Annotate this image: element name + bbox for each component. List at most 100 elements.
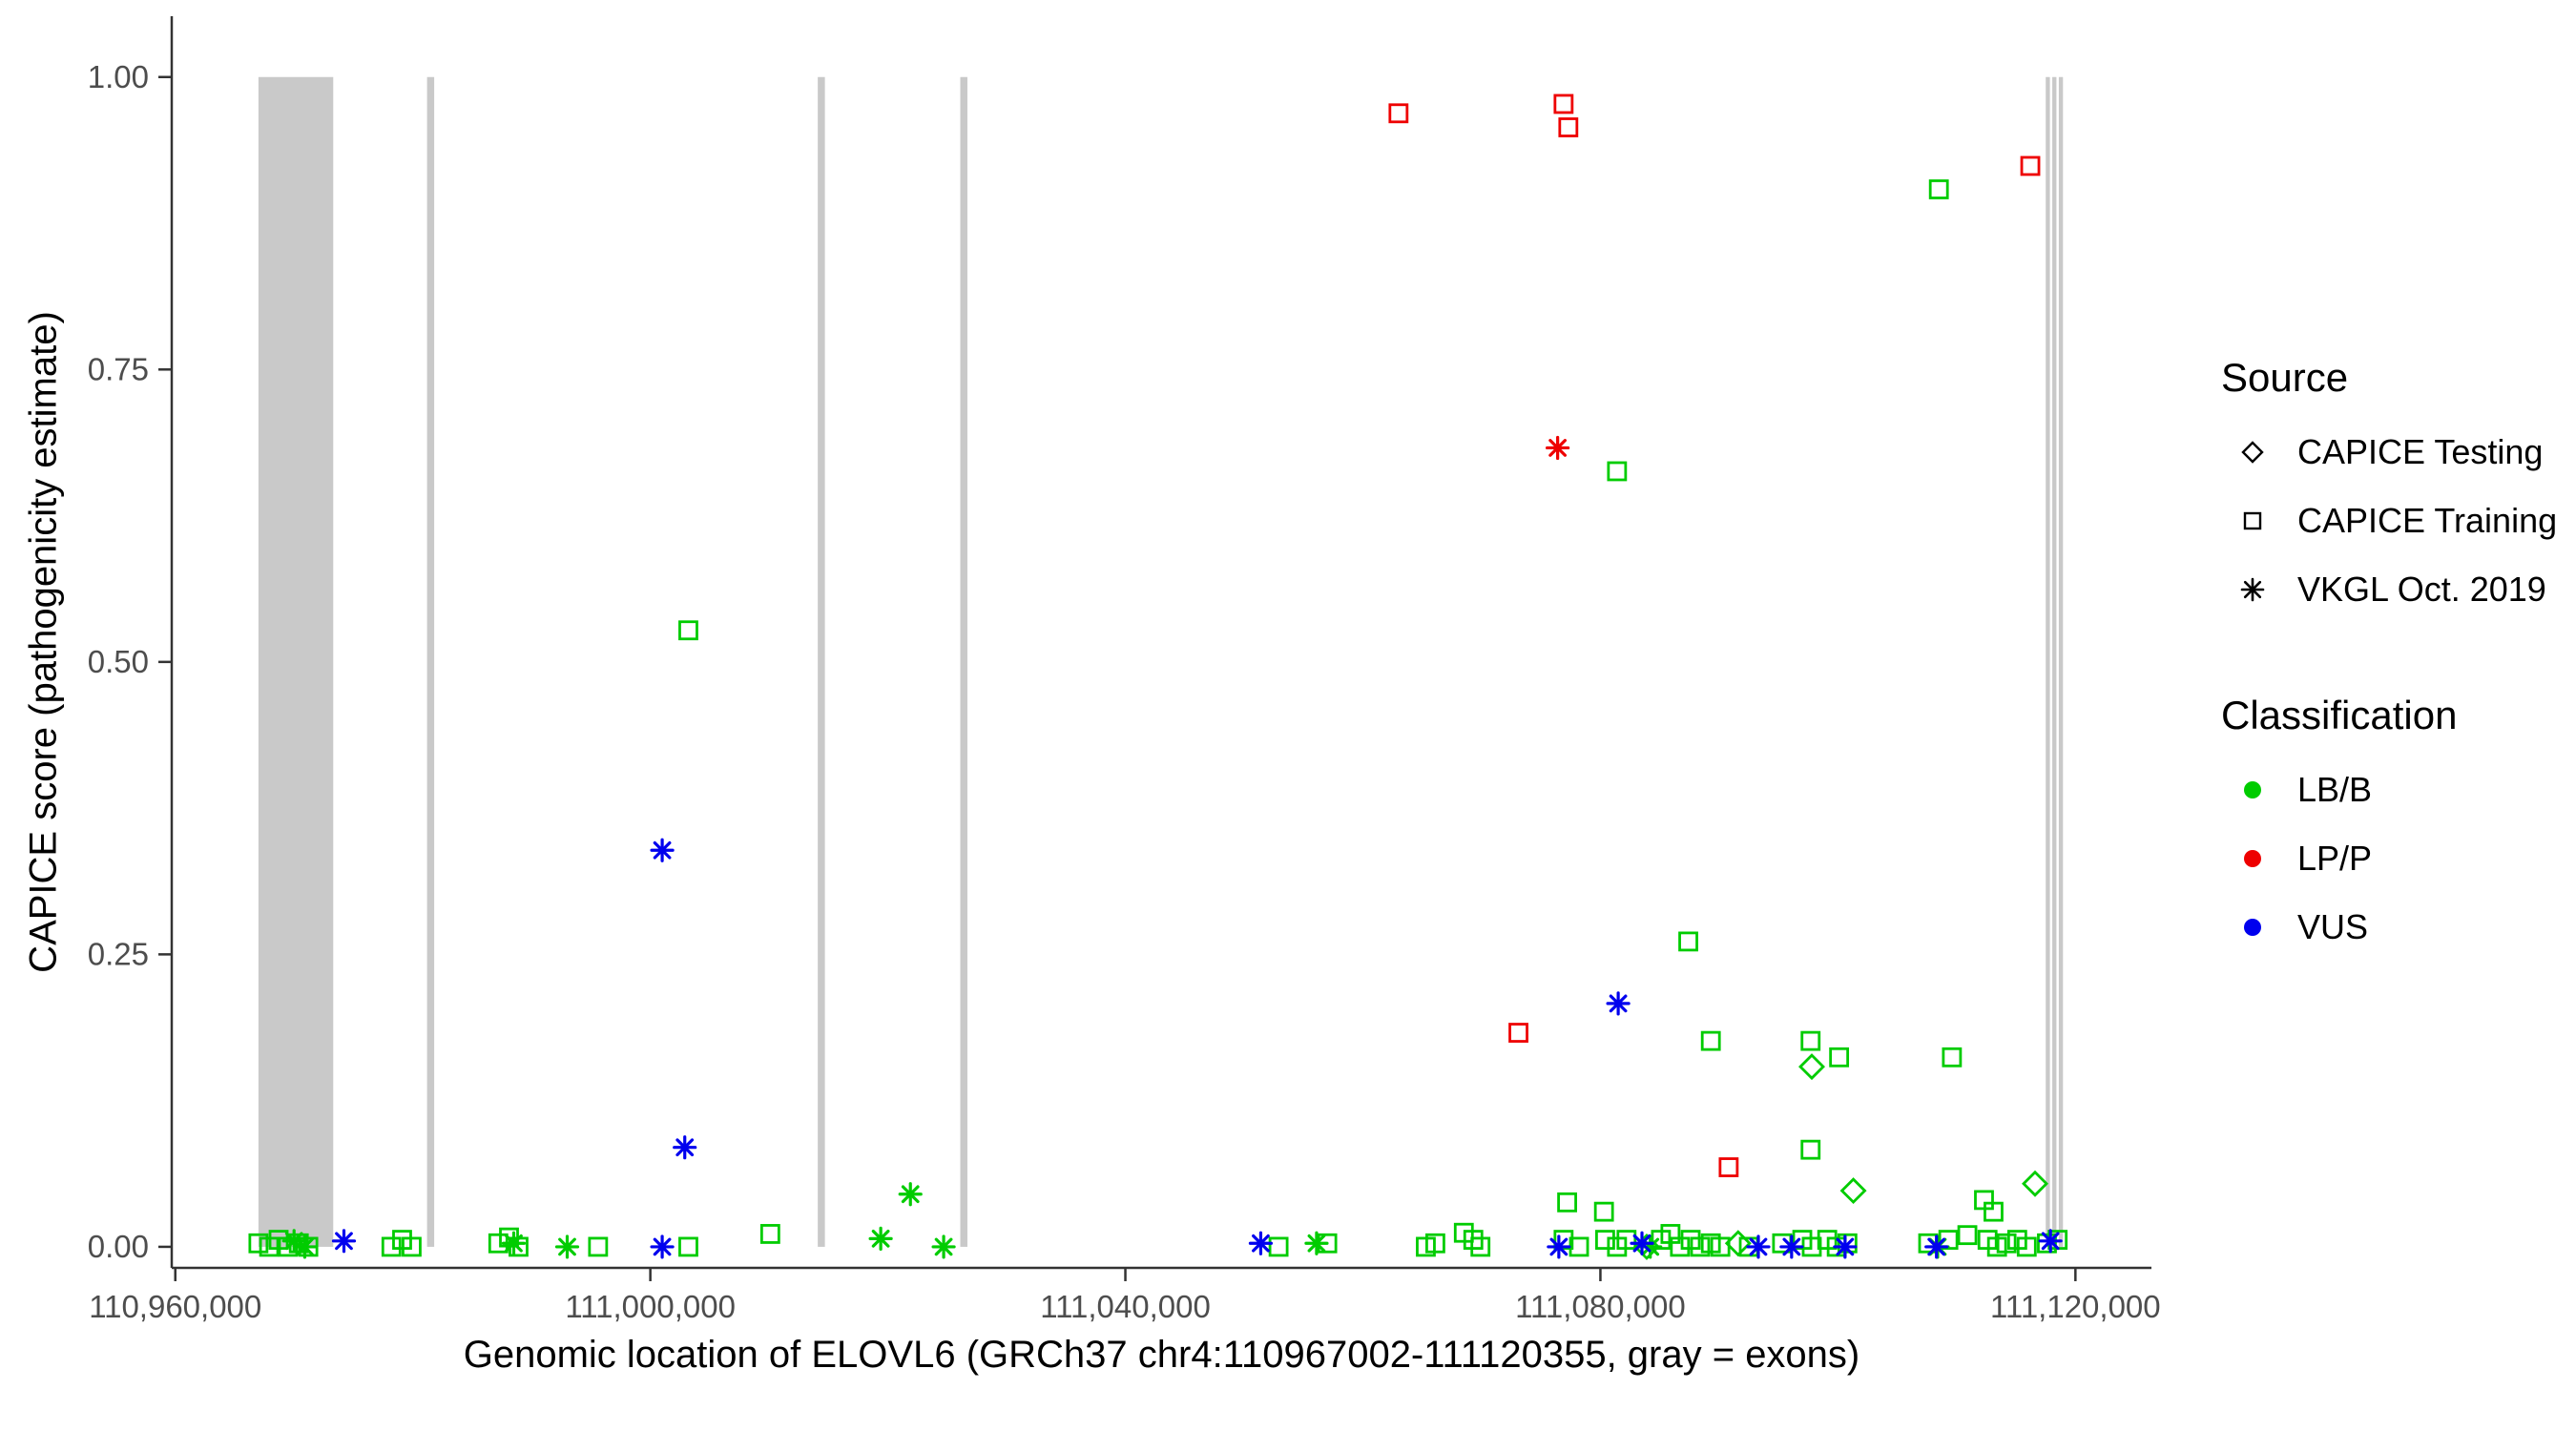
green-dot-icon [2233, 781, 2273, 798]
data-point [1553, 93, 1574, 114]
data-point [1549, 1237, 1568, 1256]
data-point [1558, 117, 1579, 137]
legend-source: Source CAPICE Testing CAPICE Training [2221, 355, 2557, 624]
y-tick-label: 0.00 [88, 1229, 149, 1264]
exon-band [2052, 76, 2057, 1247]
legend-classification-title: Classification [2221, 693, 2458, 737]
data-point [1678, 931, 1698, 952]
legend-item-capice-testing: CAPICE Testing [2221, 418, 2557, 487]
data-point [901, 1185, 920, 1204]
legend-item-label: LB/B [2297, 770, 2373, 809]
red-dot-icon [2233, 850, 2273, 867]
y-tick-label: 0.75 [88, 351, 149, 386]
data-point [1938, 1230, 1959, 1250]
exon-band [818, 76, 825, 1247]
x-tick-label: 111,120,000 [1990, 1289, 2161, 1324]
data-point [296, 1237, 314, 1256]
data-point [1268, 1236, 1289, 1257]
exon-band [258, 76, 334, 1247]
data-point [1463, 1230, 1484, 1250]
data-point [1609, 994, 1628, 1013]
legend-item-label: VUS [2297, 907, 2369, 946]
data-point [1553, 1230, 1574, 1250]
data-point [1782, 1237, 1801, 1256]
data-point [1749, 1237, 1768, 1256]
asterisk-icon [2233, 576, 2273, 603]
data-point [588, 1236, 609, 1257]
data-point [1508, 1023, 1528, 1043]
data-point [402, 1236, 422, 1257]
legend: Source CAPICE Testing CAPICE Training [2221, 355, 2557, 962]
data-point [1632, 1234, 1652, 1253]
data-point [558, 1237, 576, 1256]
data-point [1641, 1237, 1660, 1256]
data-point [1595, 1230, 1615, 1250]
legend-item-lbb: LB/B [2221, 756, 2557, 824]
data-point [1957, 1225, 1978, 1246]
exon-band [2058, 76, 2064, 1247]
y-tick-label: 0.25 [88, 936, 149, 971]
data-point [1425, 1233, 1445, 1254]
data-point [1829, 1047, 1850, 1068]
data-point [1798, 1053, 1825, 1081]
data-point [2020, 156, 2041, 176]
data-point [1690, 1236, 1711, 1257]
data-point [1616, 1230, 1637, 1250]
data-point [1388, 103, 1409, 124]
legend-classification: Classification LB/B LP/P VUS [2221, 693, 2557, 962]
data-point [678, 1236, 698, 1257]
data-point [1700, 1030, 1721, 1051]
data-point [1837, 1233, 1858, 1254]
data-point [1724, 1230, 1752, 1257]
data-point [759, 1224, 780, 1244]
data-point [1984, 1201, 2004, 1222]
legend-item-label: CAPICE Training [2297, 501, 2558, 540]
data-point [1548, 439, 1568, 457]
data-point [1836, 1237, 1855, 1256]
y-tick-label: 1.00 [88, 59, 149, 94]
data-point [505, 1234, 523, 1253]
legend-source-title: Source [2221, 355, 2349, 400]
data-point [1557, 1192, 1577, 1213]
data-point [1800, 1030, 1821, 1051]
data-point [381, 1236, 402, 1257]
data-point [1593, 1201, 1614, 1222]
data-point [1307, 1234, 1326, 1253]
data-point [1607, 461, 1628, 482]
legend-item-vus: VUS [2221, 893, 2557, 962]
data-point [653, 1237, 672, 1256]
diamond-icon [2233, 439, 2273, 466]
blue-dot-icon [2233, 919, 2273, 936]
legend-item-capice-training: CAPICE Training [2221, 487, 2557, 555]
x-tick-label: 111,000,000 [565, 1289, 736, 1324]
exon-band [960, 76, 967, 1247]
data-point [1996, 1233, 2017, 1254]
data-point [675, 1138, 695, 1157]
data-point [1942, 1047, 1963, 1068]
data-point [871, 1229, 890, 1248]
legend-item-label: VKGL Oct. 2019 [2297, 570, 2546, 609]
exon-band [2046, 76, 2050, 1247]
y-tick-label: 0.50 [88, 644, 149, 679]
legend-item-vkgl: VKGL Oct. 2019 [2221, 555, 2557, 624]
legend-item-label: LP/P [2297, 839, 2373, 878]
data-point [2037, 1233, 2057, 1254]
data-point [335, 1232, 353, 1251]
data-point [2022, 1170, 2048, 1197]
y-axis-title: CAPICE score (pathogenicity estimate) [22, 311, 65, 973]
data-point [934, 1237, 953, 1256]
x-tick-label: 111,080,000 [1515, 1289, 1686, 1324]
data-point [678, 620, 698, 641]
data-point [284, 1232, 303, 1251]
data-point [1839, 1177, 1867, 1205]
data-point [653, 840, 672, 860]
data-point [1252, 1234, 1270, 1253]
data-point [1800, 1139, 1821, 1160]
data-point [2016, 1236, 2037, 1257]
x-tick-label: 111,040,000 [1040, 1289, 1211, 1324]
x-axis-title: Genomic location of ELOVL6 (GRCh37 chr4:… [463, 1334, 1860, 1376]
data-point [2041, 1232, 2060, 1251]
data-point [1928, 179, 1949, 199]
data-point [1718, 1157, 1739, 1177]
